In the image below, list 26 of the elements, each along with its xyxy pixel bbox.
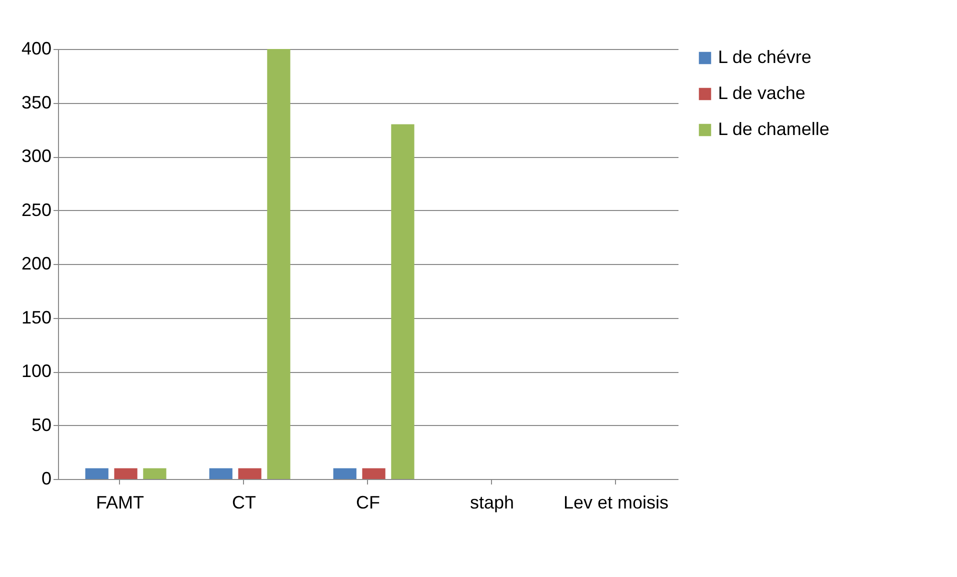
- y-tick-label: 50: [31, 414, 52, 435]
- bar: [391, 124, 414, 479]
- y-tick-label: 200: [21, 254, 52, 274]
- bar: [143, 468, 166, 479]
- x-tick-label: CT: [232, 492, 256, 512]
- legend-label: L de chévre: [718, 47, 812, 67]
- bar: [238, 468, 262, 479]
- legend-label: L de vache: [718, 83, 806, 103]
- x-tick-label: CF: [356, 492, 380, 512]
- bar: [85, 468, 108, 479]
- x-tick-label: Lev et moisis: [563, 492, 669, 512]
- y-tick-label: 300: [21, 146, 52, 166]
- y-tick-label: 100: [21, 361, 52, 381]
- bar: [362, 468, 386, 479]
- x-tick-label: staph: [470, 492, 514, 512]
- y-tick-label: 150: [21, 307, 52, 328]
- bar: [333, 468, 356, 479]
- bar: [209, 468, 232, 479]
- bar: [114, 468, 138, 479]
- bar: [267, 49, 290, 479]
- y-tick-label: 0: [41, 468, 52, 488]
- legend-label: L de chamelle: [718, 119, 830, 139]
- y-tick-label: 250: [21, 200, 52, 220]
- y-tick-label: 400: [21, 38, 52, 58]
- y-tick-label: 350: [21, 92, 52, 112]
- x-tick-label: FAMT: [96, 492, 144, 512]
